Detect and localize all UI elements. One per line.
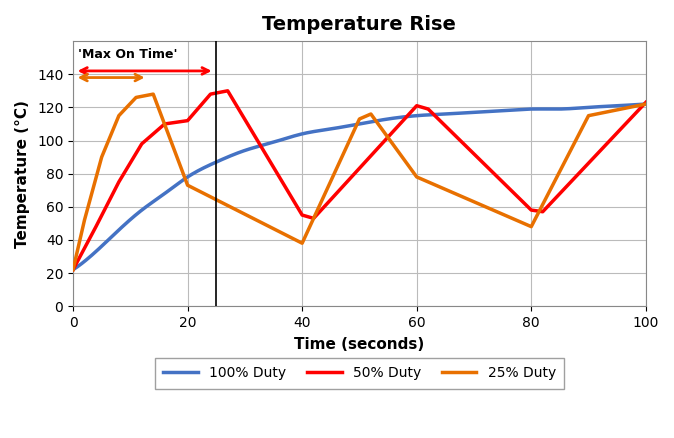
Title: Temperature Rise: Temperature Rise [262,15,456,34]
Legend: 100% Duty, 50% Duty, 25% Duty: 100% Duty, 50% Duty, 25% Duty [155,358,564,389]
X-axis label: Time (seconds): Time (seconds) [295,337,425,352]
Text: 'Max On Time': 'Max On Time' [78,48,177,61]
Y-axis label: Temperature (°C): Temperature (°C) [15,100,30,247]
